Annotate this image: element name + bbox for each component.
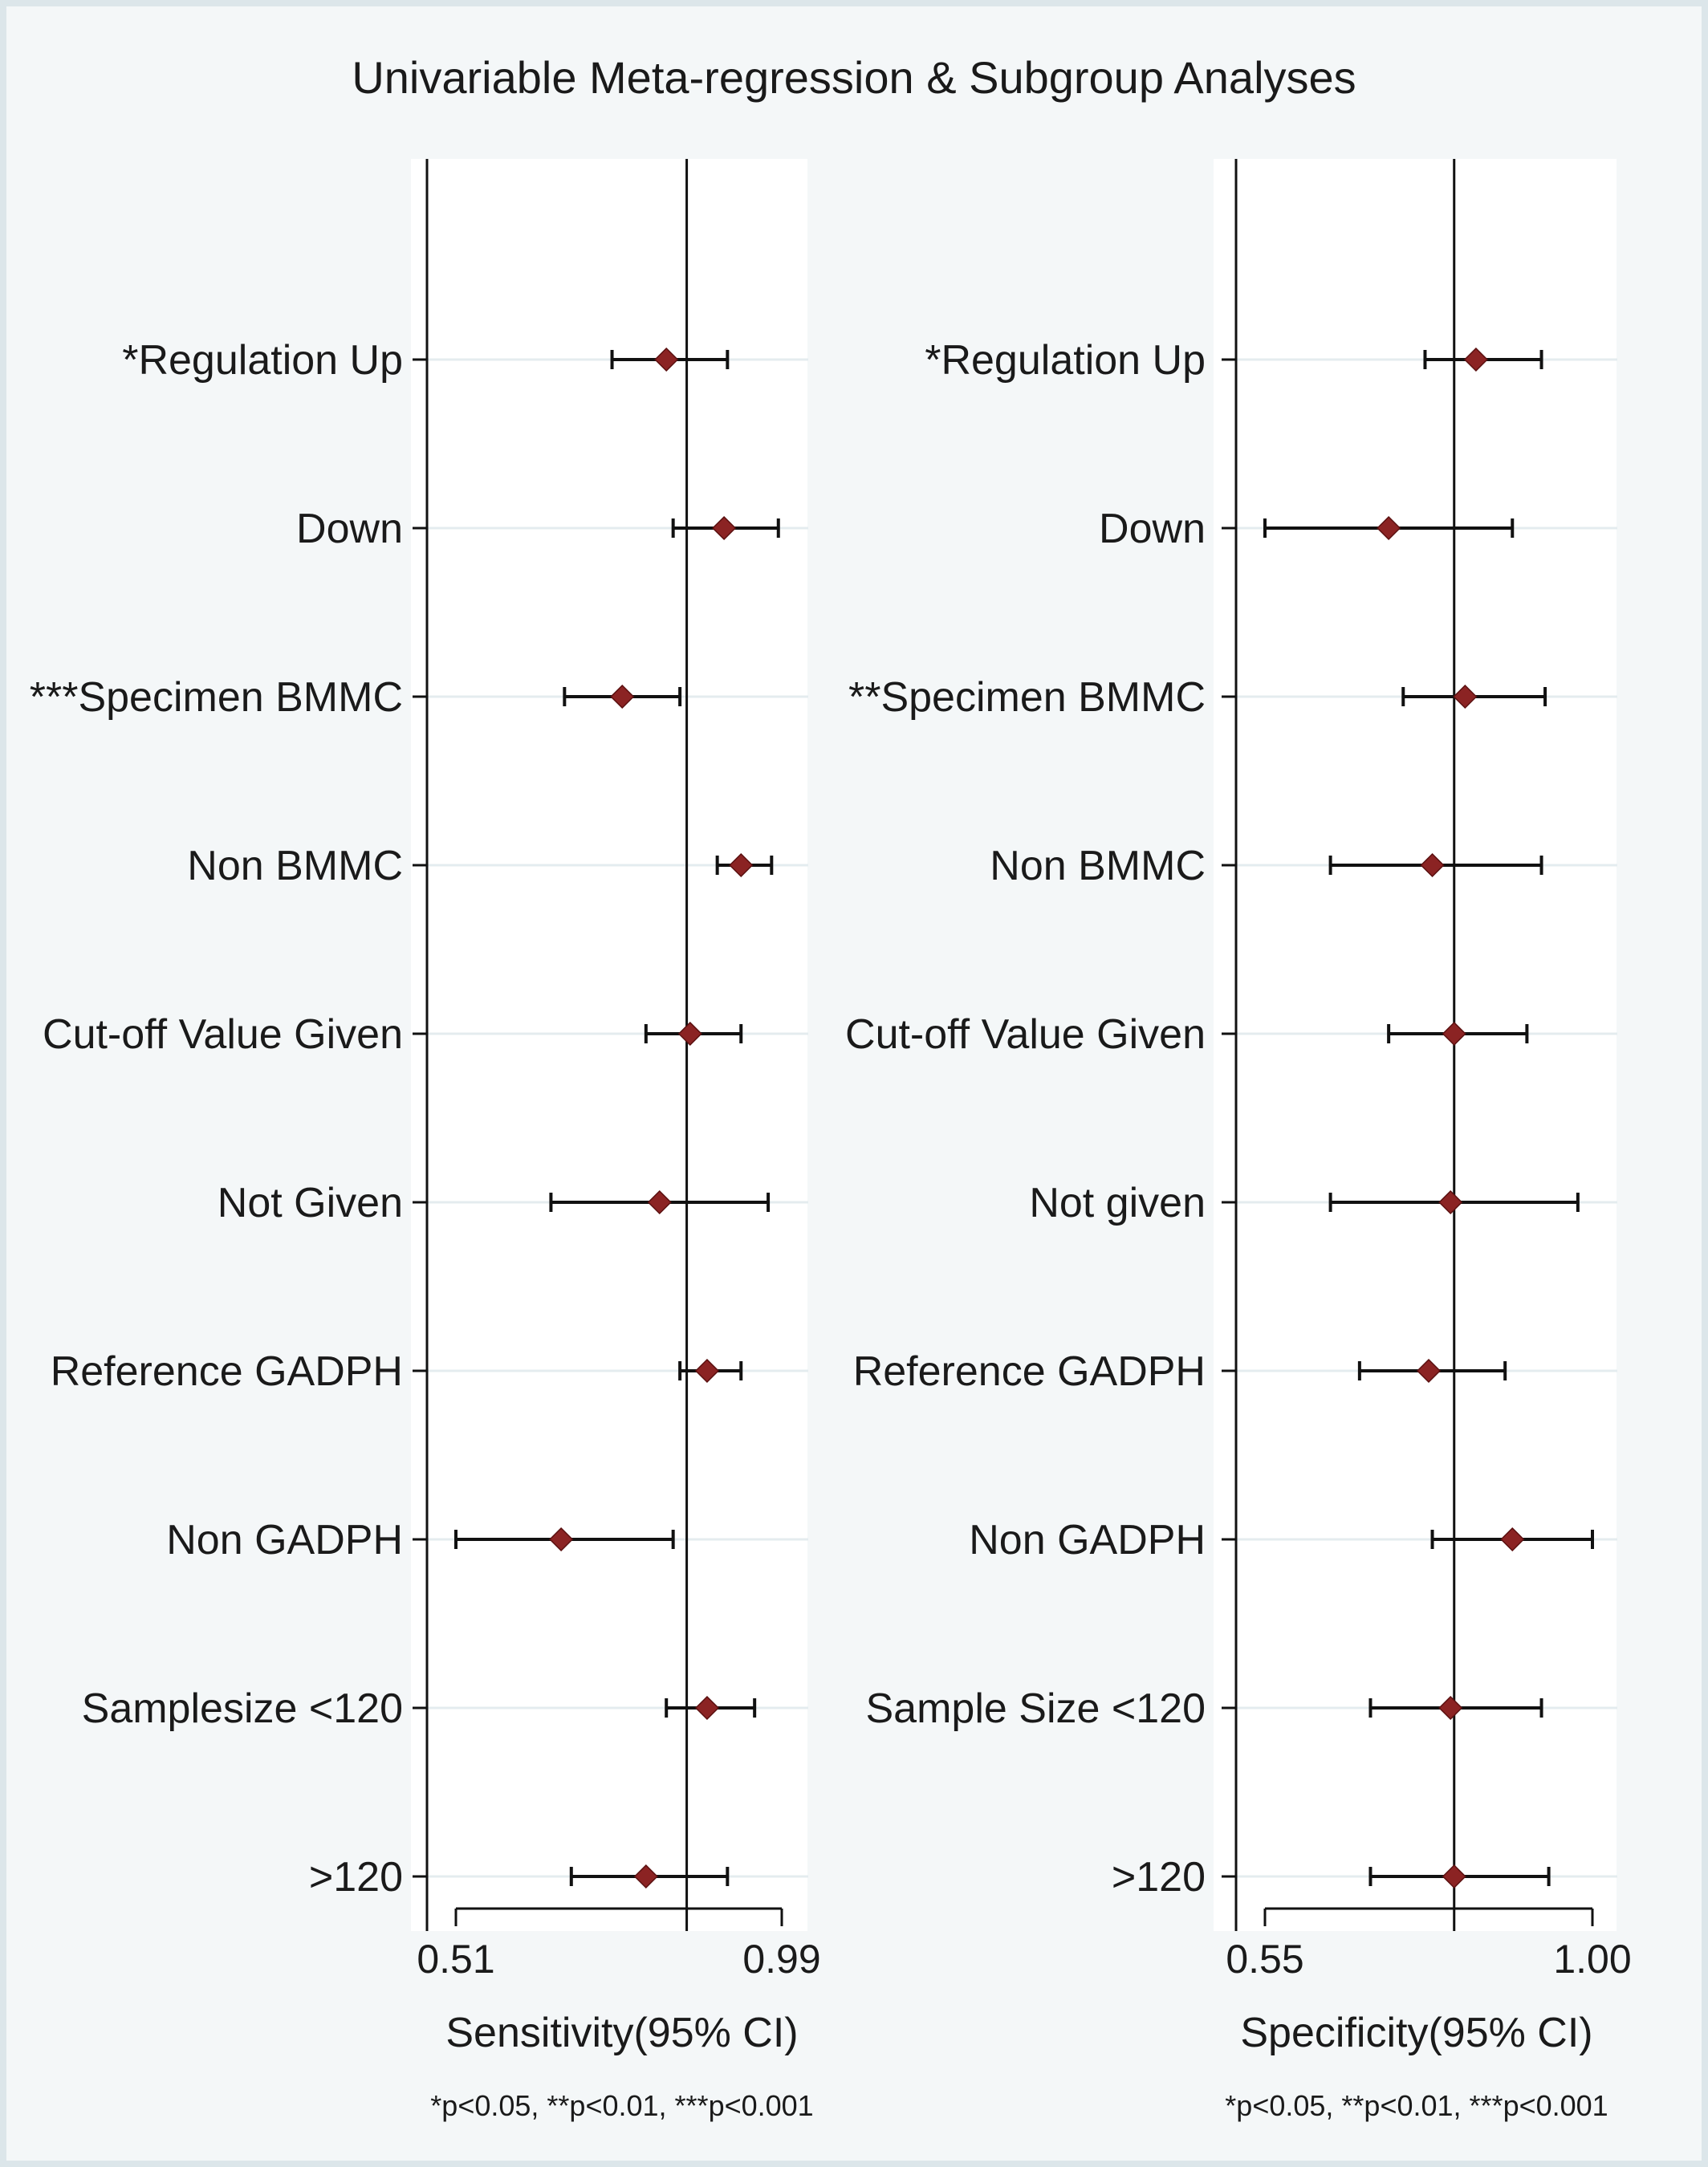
specificity-point-estimate [1416,1358,1442,1384]
sensitivity-row-label: Non GADPH [166,1517,403,1563]
specificity-point-estimate [1442,1864,1466,1889]
sensitivity-row-label: >120 [309,1854,403,1901]
sensitivity-point-estimate [654,347,679,372]
sensitivity-row-label: Cut-off Value Given [43,1011,403,1058]
specificity-row-label: **Specimen BMMC [848,674,1206,721]
specificity-row-label: Sample Size <120 [866,1685,1206,1732]
sensitivity-footnote: *p<0.05, **p<0.01, ***p<0.001 [430,2089,813,2122]
specificity-point-estimate [1453,684,1478,709]
sensitivity-x-axis-label: Sensitivity(95% CI) [445,2010,798,2056]
sensitivity-point-estimate [647,1189,672,1215]
specificity-row-label: Down [1099,506,1206,552]
specificity-point-estimate [1420,852,1445,878]
sensitivity-point-estimate [694,1695,720,1721]
sensitivity-point-estimates [549,347,754,1889]
specificity-point-estimate [1438,1695,1463,1721]
specificity-x-axis-label: Specificity(95% CI) [1240,2010,1592,2056]
specificity-ci-bars [1263,350,1594,1886]
sensitivity-point-estimate [729,852,754,878]
sensitivity-row-labels: *Regulation Up Down ***Specimen BMMC Non BM… [30,337,427,1901]
specificity-panel: *Regulation Up Down **Specimen BMMC Non BMM… [845,159,1632,2122]
specificity-row-label: Reference GADPH [853,1348,1206,1395]
sensitivity-x-tick-label: 0.99 [742,1937,820,1982]
sensitivity-row-label: ***Specimen BMMC [30,674,403,721]
sensitivity-point-estimate [694,1358,720,1384]
sensitivity-point-estimate [677,1021,702,1047]
specificity-row-label: *Regulation Up [925,337,1206,384]
specificity-row-labels: *Regulation Up Down **Specimen BMMC Non BMM… [845,337,1236,1901]
sensitivity-x-axis: 0.51 0.99 [417,1907,821,1982]
figure-title: Univariable Meta-regression & Subgroup A… [352,52,1356,103]
specificity-row-label: Non GADPH [969,1517,1206,1563]
specificity-x-tick-label: 1.00 [1553,1937,1631,1982]
sensitivity-point-estimate [549,1527,574,1552]
specificity-point-estimates [1377,347,1525,1889]
specificity-row-label: >120 [1112,1854,1206,1901]
specificity-footnote: *p<0.05, **p<0.01, ***p<0.001 [1225,2089,1608,2122]
sensitivity-plot-area [411,159,807,1931]
specificity-point-estimate [1438,1189,1463,1215]
sensitivity-panel: *Regulation Up Down ***Specimen BMMC Non BM… [30,159,821,2122]
sensitivity-row-label: Reference GADPH [51,1348,403,1395]
specificity-row-label: Cut-off Value Given [845,1011,1206,1058]
specificity-x-tick-label: 0.55 [1226,1937,1303,1982]
sensitivity-ci-bars [454,350,780,1886]
specificity-plot-area [1214,159,1616,1931]
sensitivity-point-estimate [712,515,737,541]
specificity-row-label: Not given [1029,1180,1206,1226]
sensitivity-row-label: Samplesize <120 [82,1685,403,1732]
sensitivity-row-label: Non BMMC [187,843,403,889]
sensitivity-point-estimate [610,684,635,709]
specificity-point-estimate [1377,515,1401,541]
specificity-row-label: Non BMMC [990,843,1206,889]
sensitivity-point-estimate [633,1864,658,1889]
sensitivity-row-label: *Regulation Up [122,337,403,384]
specificity-point-estimate [1442,1021,1466,1047]
specificity-point-estimate [1500,1527,1525,1552]
specificity-x-axis: 0.55 1.00 [1226,1907,1632,1982]
sensitivity-x-tick-label: 0.51 [417,1937,494,1982]
sensitivity-row-label: Not Given [218,1180,403,1226]
sensitivity-row-label: Down [296,506,403,552]
specificity-point-estimate [1463,347,1488,372]
